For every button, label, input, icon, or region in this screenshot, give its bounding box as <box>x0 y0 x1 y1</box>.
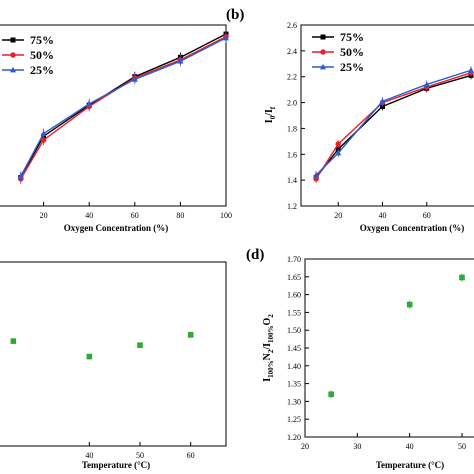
y-axis-label-part: 100% <box>267 325 275 343</box>
y-axis-label-part: 2 <box>267 314 275 318</box>
x-tick-label: 100 <box>220 211 232 220</box>
y-tick-label: 1.65 <box>287 273 301 282</box>
x-tick-label: 60 <box>423 211 431 220</box>
x-tick-label: 80 <box>176 211 184 220</box>
y-axis-label-part: N <box>262 352 273 360</box>
y-tick-label: 2.4 <box>287 47 297 56</box>
x-axis-label: Oxygen Concentration (%) <box>64 223 169 233</box>
y-tick-label: 1.70 <box>287 255 301 264</box>
y-axis-label-part: 2 <box>267 349 275 353</box>
x-tick-label: 30 <box>353 442 361 451</box>
x-tick-label: 60 <box>187 451 195 460</box>
legend-label: 75% <box>30 33 54 47</box>
legend-marker <box>320 63 326 70</box>
legend-marker <box>10 37 16 43</box>
y-axis-label-part: I <box>264 119 275 123</box>
legend-marker <box>320 34 326 40</box>
legend-label: 50% <box>340 45 364 59</box>
data-point <box>137 342 143 348</box>
x-tick-label: 40 <box>406 442 414 451</box>
legend-label: 75% <box>340 30 364 44</box>
x-axis-label: Oxygen Concentration (%) <box>360 223 465 233</box>
series-line-75% <box>315 74 472 178</box>
y-tick-label: 1.35 <box>287 380 301 389</box>
legend-marker <box>320 49 326 55</box>
x-tick-label: 20 <box>301 442 309 451</box>
panel-label-d: (d) <box>246 247 264 263</box>
data-point <box>406 301 413 308</box>
y-axis-label-part: /I <box>264 109 275 117</box>
data-point <box>313 171 320 178</box>
x-tick-label: 40 <box>85 451 93 460</box>
panel-c: 40 50 60 Temperature (°C) <box>0 261 227 470</box>
y-axis-label-part: 100% <box>267 360 275 378</box>
x-tick-label: 40 <box>379 211 387 220</box>
plot-frame <box>304 258 474 438</box>
data-point <box>86 353 93 360</box>
y-tick-label: 1.25 <box>287 415 301 424</box>
y-tick-label: 1.30 <box>287 397 301 406</box>
data-point <box>379 98 386 104</box>
y-axis-label-part: 0 <box>269 115 277 119</box>
y-tick-label: 1.50 <box>287 326 301 335</box>
legend-label: 25% <box>340 60 364 74</box>
legend-marker <box>10 66 16 73</box>
x-tick-label: 20 <box>334 211 342 220</box>
data-point <box>335 149 342 156</box>
x-tick-label: 50 <box>136 451 144 460</box>
data-point <box>131 76 138 82</box>
y-tick-label: 1.40 <box>287 362 301 371</box>
x-tick-label: 60 <box>131 211 139 220</box>
x-tick-label: 20 <box>40 211 48 220</box>
y-tick-label: 1.45 <box>287 344 301 353</box>
plot-frame <box>0 24 227 207</box>
data-point <box>187 332 194 338</box>
series-line-50% <box>315 72 472 180</box>
series-line-25% <box>20 37 227 177</box>
y-tick-label: 1.60 <box>287 291 301 300</box>
legend-label: 50% <box>30 48 54 62</box>
y-tick-label: 1.55 <box>287 308 301 317</box>
data-point <box>40 130 47 136</box>
data-point <box>423 81 430 87</box>
y-tick-label: 1.4 <box>287 176 297 185</box>
plot-frame <box>300 24 474 207</box>
data-point <box>86 100 93 107</box>
y-tick-label: 2.2 <box>287 73 297 82</box>
panel-d: 1.20 1.25 1.30 1.35 1.40 1.45 1.50 1.55 1.60 1.65… <box>262 255 474 470</box>
data-point <box>17 173 24 179</box>
legend-marker <box>10 52 16 58</box>
data-point <box>40 137 47 143</box>
y-tick-label: 1.8 <box>287 124 297 133</box>
y-axis-label-part: /I <box>262 343 273 351</box>
panel-label-b: (b) <box>226 7 244 23</box>
data-point <box>328 391 334 398</box>
y-tick-label: 2.0 <box>287 99 297 108</box>
y-tick-label: 1.6 <box>287 150 297 159</box>
data-point <box>468 67 474 73</box>
data-point <box>335 141 341 147</box>
data-point <box>459 274 465 281</box>
panel-a: 20 40 60 80 100 Oxygen Concentration (%) 75%50… <box>0 24 232 233</box>
x-tick-label: 50 <box>458 442 466 451</box>
y-axis-label-part: f <box>269 106 277 109</box>
plot-frame <box>0 261 227 447</box>
y-axis-label: I100%N2/I100%O2 <box>262 314 275 382</box>
series-line-25% <box>315 69 472 176</box>
x-axis-label: Temperature (°C) <box>376 460 444 470</box>
x-tick-label: 40 <box>85 211 93 220</box>
data-point <box>177 58 184 64</box>
y-tick-label: 1.20 <box>287 433 301 442</box>
y-axis-label-part: I <box>262 378 273 382</box>
x-axis-label: Temperature (°C) <box>82 460 150 470</box>
legend-label: 25% <box>30 63 54 77</box>
y-axis-label-part: O <box>262 317 273 325</box>
data-point <box>223 34 229 41</box>
panel-b: 1.2 1.4 1.6 1.8 2.0 2.2 2.4 2.6 20 40 60 Oxygen Con… <box>264 21 474 233</box>
y-axis-label: I0/If <box>264 106 277 123</box>
y-tick-label: 2.6 <box>287 21 297 30</box>
data-point <box>10 338 17 344</box>
y-tick-label: 1.2 <box>287 202 297 211</box>
